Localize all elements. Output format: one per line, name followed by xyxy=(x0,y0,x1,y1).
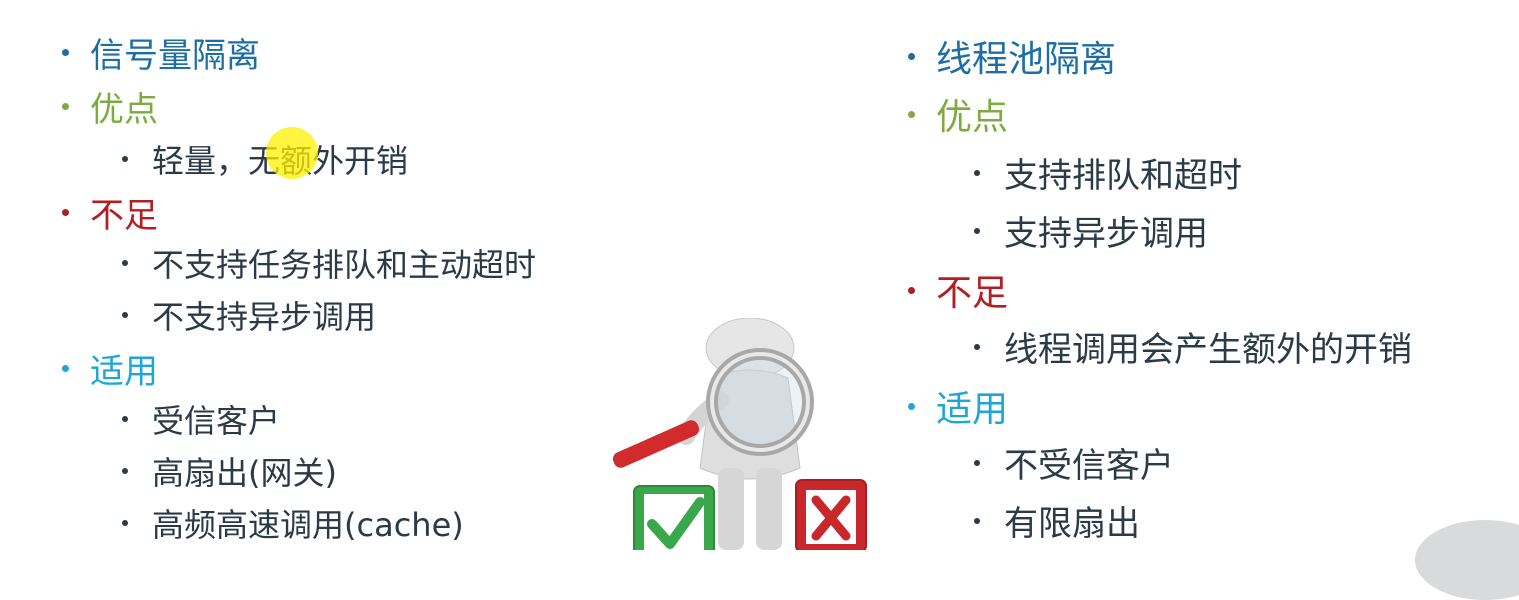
right-pros-item: 支持异步调用 xyxy=(974,206,1208,255)
right-cons-item-text: 线程调用会产生额外的开销 xyxy=(1004,330,1412,370)
bullet-icon xyxy=(122,156,128,162)
left-pros-heading: 优点 xyxy=(62,82,158,131)
right-cons-item: 线程调用会产生额外的开销 xyxy=(974,322,1412,371)
bullet-icon xyxy=(122,520,128,526)
left-pros-item: 轻量，无额外开销 xyxy=(122,136,408,182)
bullet-icon xyxy=(62,103,69,110)
left-use-heading: 适用 xyxy=(62,344,158,393)
left-cons-item: 不支持任务排队和主动超时 xyxy=(122,240,536,286)
right-cons-heading: 不足 xyxy=(908,264,1008,316)
illustration xyxy=(600,317,900,559)
bullet-icon xyxy=(974,169,980,176)
bullet-icon xyxy=(62,209,69,216)
left-use-item: 高扇出(网关) xyxy=(122,448,337,494)
left-use-item-text: 高扇出(网关) xyxy=(152,454,337,492)
right-title-text: 线程池隔离 xyxy=(936,39,1117,80)
bullet-icon xyxy=(122,416,128,422)
left-use-item: 高频高速调用(cache) xyxy=(122,500,464,546)
bullet-icon xyxy=(62,365,69,372)
left-cons-heading: 不足 xyxy=(62,188,158,237)
magnifier-person-icon xyxy=(612,317,814,550)
left-use-heading-text: 适用 xyxy=(90,352,158,392)
bullet-icon xyxy=(908,110,915,118)
right-pros-heading: 优点 xyxy=(908,88,1008,140)
right-use-heading-text: 适用 xyxy=(936,389,1009,430)
bullet-icon xyxy=(122,260,128,266)
right-pros-item: 支持排队和超时 xyxy=(974,148,1242,197)
right-use-heading: 适用 xyxy=(908,380,1008,432)
right-use-item-text: 不受信客户 xyxy=(1004,446,1174,486)
bullet-icon xyxy=(908,52,915,60)
bullet-icon xyxy=(974,517,980,524)
right-use-item: 有限扇出 xyxy=(974,496,1140,545)
right-use-item-text: 有限扇出 xyxy=(1004,504,1140,544)
left-cons-item-text: 不支持异步调用 xyxy=(152,298,377,336)
bullet-icon xyxy=(974,459,980,466)
left-use-item-text: 受信客户 xyxy=(152,402,281,440)
right-use-item: 不受信客户 xyxy=(974,438,1174,487)
bullet-icon xyxy=(908,402,915,410)
left-title-text: 信号量隔离 xyxy=(90,36,260,76)
bullet-icon xyxy=(122,468,128,474)
left-cons-heading-text: 不足 xyxy=(90,196,158,236)
right-cons-heading-text: 不足 xyxy=(936,273,1009,314)
right-title: 线程池隔离 xyxy=(908,30,1116,82)
left-title: 信号量隔离 xyxy=(62,28,260,77)
corner-decoration xyxy=(1415,520,1519,600)
left-pros-heading-text: 优点 xyxy=(90,90,158,130)
bullet-icon xyxy=(974,227,980,234)
left-use-item: 受信客户 xyxy=(122,396,280,442)
bullet-icon xyxy=(122,312,128,318)
left-cons-item: 不支持异步调用 xyxy=(122,292,376,338)
bullet-icon xyxy=(908,286,915,294)
right-pros-item-text: 支持排队和超时 xyxy=(1004,156,1242,196)
right-pros-heading-text: 优点 xyxy=(936,97,1009,138)
check-box-icon xyxy=(633,485,715,559)
left-use-item-text: 高频高速调用(cache) xyxy=(152,506,464,544)
bullet-icon xyxy=(974,343,980,350)
right-pros-item-text: 支持异步调用 xyxy=(1004,214,1208,254)
cursor-highlight xyxy=(266,127,318,179)
x-box-icon xyxy=(795,479,867,553)
bullet-icon xyxy=(62,49,69,56)
left-cons-item-text: 不支持任务排队和主动超时 xyxy=(152,246,537,284)
